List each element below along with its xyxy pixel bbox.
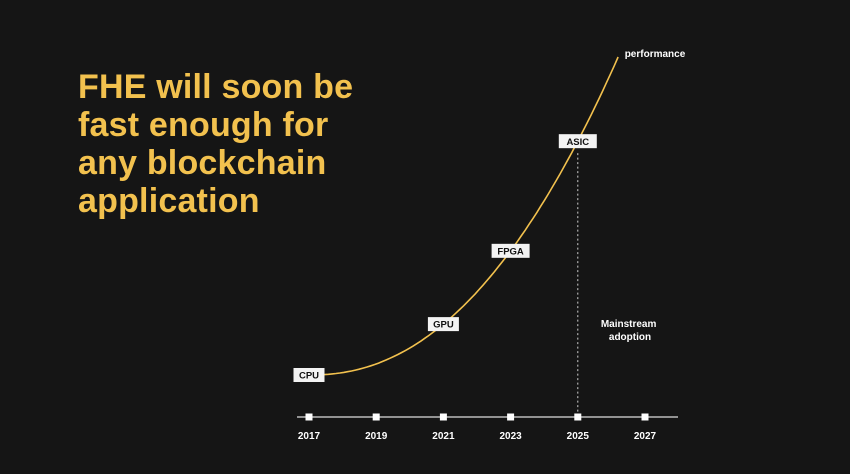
- stage-cpu: CPU: [293, 368, 325, 382]
- x-tick-mark-2019: [372, 413, 380, 421]
- stage-label-cpu: CPU: [299, 371, 319, 382]
- headline-line-1: FHE will soon be: [78, 68, 354, 106]
- headline: FHE will soon be fast enough for any blo…: [78, 68, 458, 220]
- performance-series-label: performance: [625, 49, 686, 60]
- x-tick-label-2023: 2023: [499, 431, 522, 442]
- stage-fpga: FPGA: [491, 243, 530, 258]
- stage-label-asic: ASIC: [566, 137, 589, 148]
- stage-asic: ASIC: [558, 134, 597, 149]
- stage-box-cpu: [293, 368, 325, 382]
- stage-box-gpu: [427, 317, 459, 332]
- performance-curve: [309, 56, 619, 376]
- stage-label-gpu: GPU: [433, 320, 454, 331]
- x-tick-label-2021: 2021: [432, 431, 455, 442]
- stage-gpu: GPU: [427, 317, 459, 332]
- stage-box-asic: [558, 134, 597, 149]
- x-tick-label-2019: 2019: [365, 431, 388, 442]
- stage-box-fpga: [491, 243, 530, 258]
- headline-line-4: application: [78, 182, 260, 220]
- x-tick-mark-2017: [305, 413, 313, 421]
- mainstream-adoption-label: Mainstream adoption: [601, 319, 659, 343]
- headline-line-2: fast enough for: [78, 106, 329, 144]
- x-tick-label-2027: 2027: [634, 431, 657, 442]
- x-tick-label-2025: 2025: [567, 431, 590, 442]
- headline-line-3: any blockchain: [78, 144, 327, 182]
- x-tick-mark-2021: [439, 413, 447, 421]
- x-tick-mark-2027: [641, 413, 649, 421]
- x-tick-mark-2025: [574, 413, 582, 421]
- mainstream-adoption-label-line-2: adoption: [609, 332, 651, 343]
- x-tick-label-2017: 2017: [298, 431, 321, 442]
- x-tick-mark-2023: [507, 413, 515, 421]
- mainstream-adoption-label-line-1: Mainstream: [601, 319, 657, 330]
- stage-label-fpga: FPGA: [497, 246, 524, 257]
